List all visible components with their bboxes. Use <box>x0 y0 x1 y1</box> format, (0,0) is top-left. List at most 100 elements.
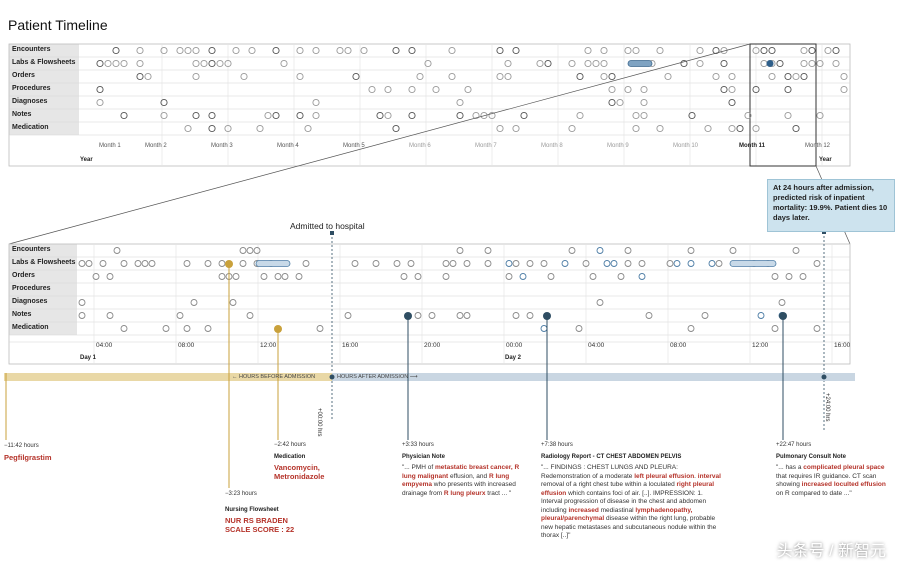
zoom-hour-label: 04:00 <box>588 342 605 349</box>
zoom-row-label: Orders <box>12 272 35 279</box>
top-event-marker <box>664 72 672 81</box>
zoom-event-marker <box>407 260 415 267</box>
top-event-marker <box>832 59 840 68</box>
zoom-event-marker <box>106 312 114 319</box>
nursing-title: NUR RS BRADEN SCALE SCORE : 22 <box>225 516 295 534</box>
top-event-marker <box>608 72 616 81</box>
top-event-marker <box>520 111 528 120</box>
zoom-event-marker <box>229 299 237 306</box>
event-dot <box>779 312 787 320</box>
top-event-marker <box>808 59 816 68</box>
top-month-label: Month 3 <box>211 143 233 149</box>
top-row-label: Procedures <box>12 85 51 92</box>
top-row-label: Notes <box>12 111 32 118</box>
top-event-marker <box>496 124 504 133</box>
zoom-row-label: Encounters <box>12 246 51 253</box>
top-event-marker <box>368 85 376 94</box>
axis-zero-marker <box>329 374 335 380</box>
top-event-marker <box>296 111 304 120</box>
top-lab-cluster <box>627 60 653 67</box>
top-event-marker <box>344 46 352 55</box>
top-event-marker <box>464 85 472 94</box>
top-event-marker <box>432 85 440 94</box>
top-event-marker <box>272 46 280 55</box>
radiology-time: +7:38 hours <box>541 442 573 448</box>
zoom-event-marker <box>218 273 226 280</box>
zoom-event-marker <box>624 260 632 267</box>
top-current-marker <box>766 60 774 67</box>
hours-after-label: HOURS AFTER ADMISSION ⟶ <box>337 374 418 380</box>
top-month-label: Month 2 <box>145 143 167 149</box>
zoom-event-marker <box>442 273 450 280</box>
zoom-event-marker <box>708 260 716 267</box>
top-event-marker <box>752 124 760 133</box>
top-event-marker <box>840 85 848 94</box>
top-event-marker <box>456 111 464 120</box>
zoom-event-marker <box>813 325 821 332</box>
zoom-event-marker <box>274 273 282 280</box>
zoom-event-marker <box>638 260 646 267</box>
top-event-marker <box>824 46 832 55</box>
zoom-event-marker <box>176 312 184 319</box>
zoom-event-marker <box>85 260 93 267</box>
physician-text: "... PMH of metastatic breast cancer, R … <box>402 464 520 497</box>
top-event-marker <box>760 59 768 68</box>
top-event-marker <box>568 124 576 133</box>
top-event-marker <box>472 111 480 120</box>
top-row-label: Orders <box>12 72 35 79</box>
top-event-marker <box>768 72 776 81</box>
top-event-marker <box>576 111 584 120</box>
top-event-marker <box>136 46 144 55</box>
zoom-event-marker <box>547 273 555 280</box>
top-row-label: Encounters <box>12 46 51 53</box>
event-dot <box>225 260 233 268</box>
pegfilgrastim-time: −11:42 hours <box>4 443 39 449</box>
top-event-marker <box>704 124 712 133</box>
zoom-event-marker <box>456 312 464 319</box>
zoom-hour-label: 20:00 <box>424 342 441 349</box>
zoom-hour-label: 12:00 <box>752 342 769 349</box>
top-row-label: Medication <box>12 124 49 131</box>
zoom-event-marker <box>414 312 422 319</box>
radiology-text: "... FINDINGS : CHEST LUNGS AND PLEURA: … <box>541 464 721 539</box>
top-event-marker <box>544 59 552 68</box>
zoom-event-marker <box>687 247 695 254</box>
zoom-event-marker <box>792 247 800 254</box>
zoom-event-marker <box>575 325 583 332</box>
top-event-marker <box>392 46 400 55</box>
top-event-marker <box>264 111 272 120</box>
zoom-event-marker <box>645 312 653 319</box>
zoom-lab-cluster <box>255 260 291 267</box>
medication-name: Medication <box>274 454 306 460</box>
top-event-marker <box>144 72 152 81</box>
pegfilgrastim-title: Pegfilgrastim <box>4 453 52 462</box>
top-event-marker <box>240 72 248 81</box>
top-event-marker <box>496 46 504 55</box>
top-event-marker <box>312 111 320 120</box>
zoom-event-marker <box>253 247 261 254</box>
hours-before-bar <box>4 373 332 381</box>
zoom-event-marker <box>204 325 212 332</box>
top-event-marker <box>640 85 648 94</box>
top-event-marker <box>688 111 696 120</box>
zoom-event-marker <box>519 273 527 280</box>
top-event-marker <box>728 85 736 94</box>
zoom-row-label: Notes <box>12 311 32 318</box>
medication-title: Vancomycin, Metronidazole <box>274 463 325 481</box>
mortality-callout: At 24 hours after admission, predicted r… <box>767 179 895 232</box>
top-event-marker <box>336 46 344 55</box>
top-event-marker <box>96 59 104 68</box>
zoom-event-marker <box>540 260 548 267</box>
top-event-marker <box>752 46 760 55</box>
top-event-marker <box>600 46 608 55</box>
top-event-marker <box>136 72 144 81</box>
top-event-marker <box>600 72 608 81</box>
zoom-event-marker <box>428 312 436 319</box>
zoom-event-marker <box>687 260 695 267</box>
top-event-marker <box>808 46 816 55</box>
zoom-event-marker <box>526 312 534 319</box>
top-event-marker <box>208 59 216 68</box>
hours-before-label: ← HOURS BEFORE ADMISSION <box>232 374 316 380</box>
top-event-marker <box>192 111 200 120</box>
top-event-marker <box>208 46 216 55</box>
